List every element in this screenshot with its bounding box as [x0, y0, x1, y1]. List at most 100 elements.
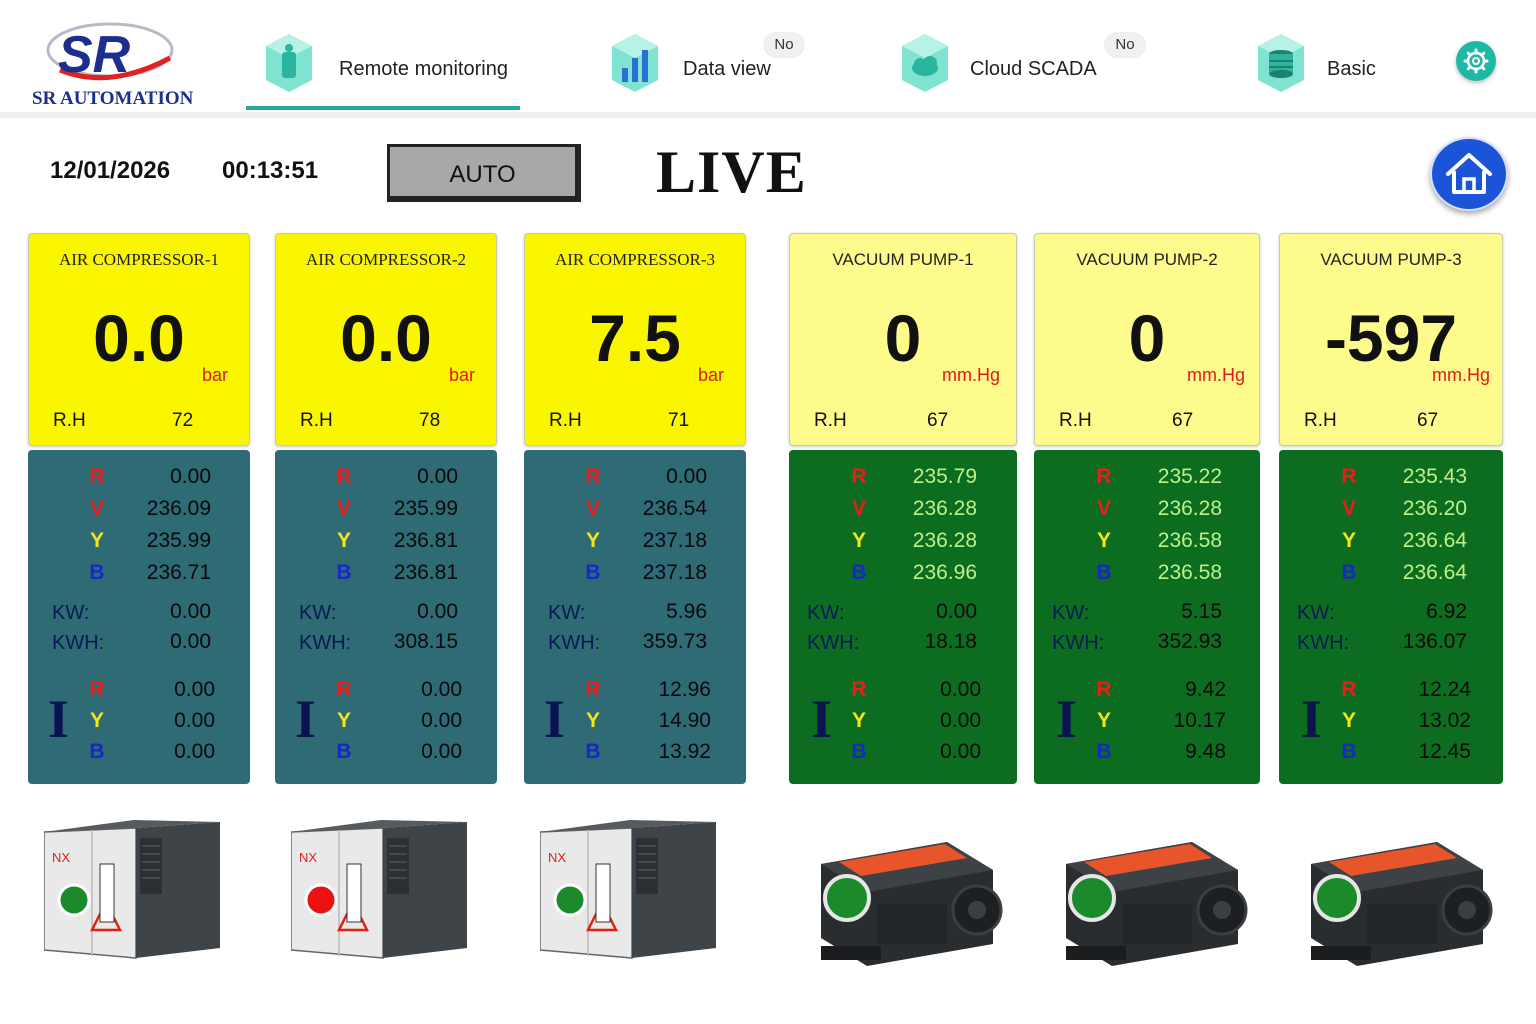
kw-value: 0.00: [417, 600, 458, 623]
air-compressor-image[interactable]: NX: [539, 818, 718, 964]
vacuum-pump-image[interactable]: [1062, 834, 1248, 970]
current-value: 13.92: [658, 740, 711, 763]
air-compressor-image[interactable]: NX: [43, 818, 222, 964]
vacuum-pump-image[interactable]: [817, 834, 1003, 970]
kwh-label: KWH:: [52, 632, 105, 654]
gauge-card[interactable]: AIR COMPRESSOR-2 0.0 bar R.H 78: [275, 233, 497, 446]
tab-cloud-scada[interactable]: Cloud SCADA No: [896, 24, 1156, 108]
kwh-value: 18.18: [924, 630, 977, 653]
gauge-card[interactable]: VACUUM PUMP-2 0 mm.Hg R.H 67: [1034, 233, 1260, 446]
phase-letter-y: Y: [1341, 529, 1356, 552]
phase-letter-b: B: [585, 740, 601, 763]
kwh-label: KWH:: [1297, 632, 1350, 654]
vacuum-pump-icon: [1311, 842, 1493, 966]
kwh-value: 136.07: [1402, 630, 1467, 653]
phase-letter-r: R: [336, 678, 352, 701]
phase-letter-y: Y: [1096, 709, 1111, 732]
vacuum-pump-image[interactable]: [1307, 834, 1493, 970]
status-indicator-icon: [1068, 874, 1116, 922]
gauge-unit: mm.Hg: [1187, 365, 1245, 385]
gauge-card[interactable]: VACUUM PUMP-1 0 mm.Hg R.H 67: [789, 233, 1017, 446]
phase-letter-v: V: [585, 497, 600, 520]
gauge-card[interactable]: VACUUM PUMP-3 -597 mm.Hg R.H 67: [1279, 233, 1503, 446]
live-indicator: LIVE: [656, 139, 807, 205]
gauge-unit: mm.Hg: [1432, 365, 1490, 385]
electrical-panel: R 0.00 V 235.99 Y 236.81 B 236.81 KW: 0.00 KWH: 308…: [275, 450, 497, 784]
run-hours-value: 72: [172, 410, 194, 431]
phase-letter-y: Y: [336, 529, 351, 552]
kwh-label: KWH:: [548, 632, 601, 654]
kw-value: 0.00: [170, 600, 211, 623]
vacuum-pump-icon: [1066, 842, 1248, 966]
top-navigation: SR SR AUTOMATION Remote monitoring Data …: [0, 0, 1536, 118]
voltage-value: 236.71: [146, 561, 211, 584]
compressor-brand-logo: NX: [299, 850, 317, 865]
run-hours-value: 67: [927, 410, 949, 431]
electrical-panel: R 235.22 V 236.28 Y 236.58 B 236.58 KW: 5.15 KWH: 3…: [1034, 450, 1260, 784]
voltage-value: 235.22: [1157, 465, 1222, 488]
home-button[interactable]: [1430, 137, 1508, 211]
phase-letter-v: V: [1341, 497, 1356, 520]
gauge-unit: bar: [449, 365, 476, 385]
current-date: 12/01/2026: [50, 157, 171, 184]
run-hours-value: 71: [668, 410, 690, 431]
voltage-value: 236.81: [393, 561, 458, 584]
home-icon: [1446, 153, 1492, 194]
kwh-value: 352.93: [1157, 630, 1222, 653]
current-time: 00:13:51: [222, 157, 319, 184]
current-symbol: I: [544, 689, 566, 749]
auto-mode-button[interactable]: AUTO: [387, 144, 581, 202]
phase-letter-y: Y: [585, 529, 600, 552]
gauge-title: VACUUM PUMP-2: [1076, 250, 1218, 269]
kw-value: 5.96: [666, 600, 707, 623]
phase-letter-b: B: [1096, 561, 1112, 584]
voltage-value: 236.58: [1157, 561, 1222, 584]
current-value: 12.24: [1418, 678, 1471, 701]
kw-value: 0.00: [936, 600, 977, 623]
current-symbol: I: [295, 689, 317, 749]
gauge-title: VACUUM PUMP-3: [1320, 250, 1462, 269]
current-symbol: I: [1056, 689, 1078, 749]
gauge-card[interactable]: AIR COMPRESSOR-3 7.5 bar R.H 71: [524, 233, 746, 446]
voltage-value: 236.28: [912, 529, 977, 552]
kw-label: KW:: [1052, 602, 1090, 624]
gauge-value: 0.0: [340, 301, 432, 375]
kw-label: KW:: [299, 602, 337, 624]
kwh-value: 359.73: [642, 630, 707, 653]
gauge-title: AIR COMPRESSOR-1: [58, 250, 220, 269]
air-compressor-icon: NX: [290, 820, 467, 959]
phase-letter-b: B: [851, 561, 867, 584]
settings-button[interactable]: [1456, 41, 1496, 81]
phase-letter-b: B: [336, 561, 352, 584]
gauge-value: 0: [1128, 301, 1166, 375]
run-hours-value: 67: [1172, 410, 1194, 431]
tab-basic[interactable]: Basic: [1252, 24, 1392, 108]
current-value: 12.96: [658, 678, 711, 701]
phase-letter-r: R: [1096, 465, 1112, 488]
tab-remote-monitoring[interactable]: Remote monitoring: [258, 24, 520, 108]
current-symbol: I: [1301, 689, 1323, 749]
voltage-value: 0.00: [417, 465, 458, 488]
current-value: 0.00: [421, 740, 462, 763]
gauge-title: AIR COMPRESSOR-2: [305, 250, 467, 269]
tab-data-view[interactable]: Data view No: [606, 24, 816, 108]
air-compressor-image[interactable]: NX: [290, 818, 469, 964]
run-hours-label: R.H: [53, 410, 86, 431]
status-indicator-icon: [304, 883, 338, 917]
phase-letter-b: B: [1096, 740, 1112, 763]
run-hours-value: 67: [1417, 410, 1439, 431]
voltage-value: 235.43: [1402, 465, 1467, 488]
voltage-value: 237.18: [642, 529, 707, 552]
gauge-value: 0.0: [93, 301, 185, 375]
current-value: 0.00: [940, 709, 981, 732]
compressor-brand-logo: NX: [548, 850, 566, 865]
gauge-card[interactable]: AIR COMPRESSOR-1 0.0 bar R.H 72: [28, 233, 250, 446]
phase-letter-b: B: [89, 740, 105, 763]
current-value: 14.90: [658, 709, 711, 732]
current-value: 0.00: [421, 678, 462, 701]
status-indicator-icon: [57, 883, 91, 917]
phase-letter-y: Y: [851, 529, 866, 552]
database-icon: [1258, 34, 1304, 92]
gauge-value: 0: [884, 301, 922, 375]
kw-label: KW:: [807, 602, 845, 624]
